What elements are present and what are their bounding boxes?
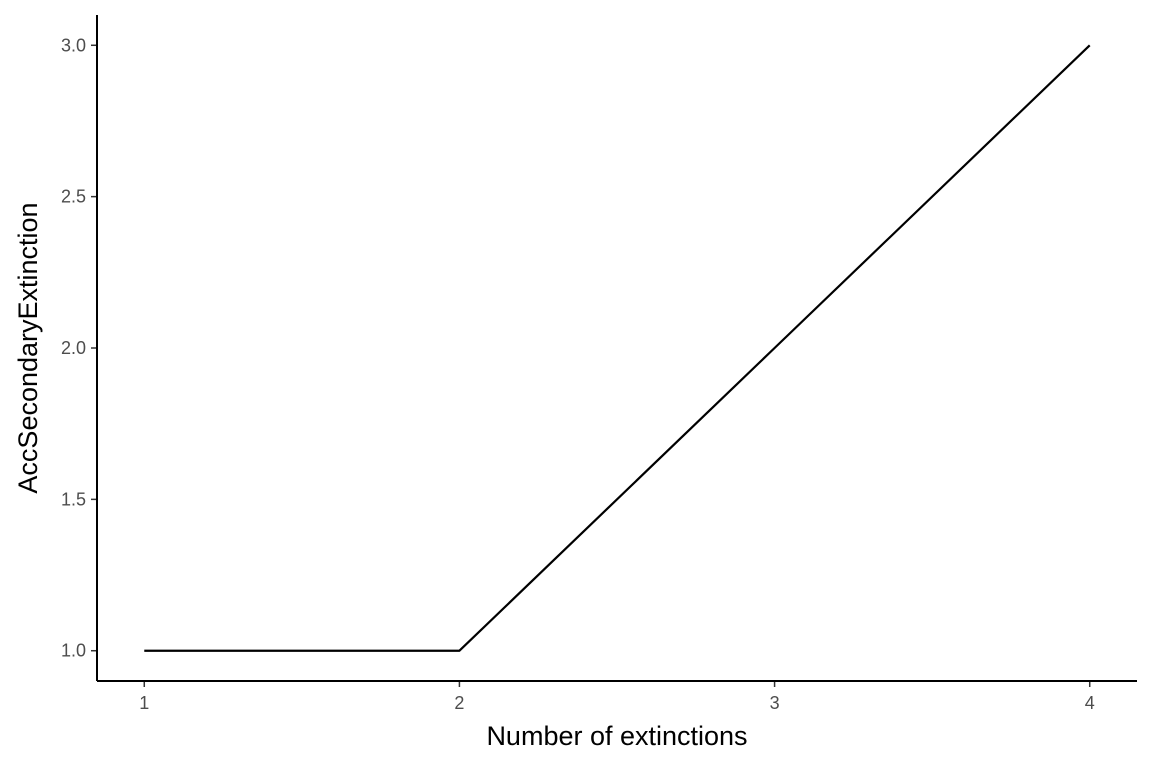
series-line bbox=[144, 44, 1091, 652]
series-layer bbox=[144, 44, 1091, 652]
y-tick-label: 1.0 bbox=[61, 641, 86, 661]
x-tick-label: 3 bbox=[770, 693, 780, 713]
x-tick-label: 1 bbox=[139, 693, 149, 713]
y-tick-label: 3.0 bbox=[61, 35, 86, 55]
y-axis-title: AccSecondaryExtinction bbox=[13, 202, 43, 493]
y-tick-label: 1.5 bbox=[61, 489, 86, 509]
x-axis-title: Number of extinctions bbox=[486, 721, 747, 751]
x-tick-label: 2 bbox=[454, 693, 464, 713]
x-axis-ticks: 1 2 3 4 bbox=[139, 681, 1095, 713]
y-tick-label: 2.0 bbox=[61, 338, 86, 358]
y-tick-label: 2.5 bbox=[61, 187, 86, 207]
x-tick-label: 4 bbox=[1085, 693, 1095, 713]
y-axis-ticks: 1.0 1.5 2.0 2.5 3.0 bbox=[61, 35, 97, 661]
